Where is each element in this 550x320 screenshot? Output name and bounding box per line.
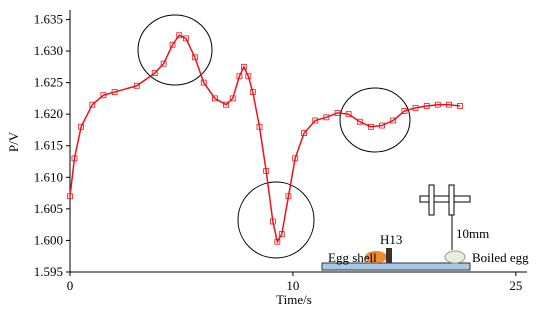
data-marker bbox=[285, 193, 292, 200]
y-tick-label: 1.600 bbox=[34, 232, 63, 247]
y-tick-label: 1.615 bbox=[34, 138, 63, 153]
y-tick-label: 1.625 bbox=[34, 75, 63, 90]
data-marker bbox=[245, 73, 252, 80]
data-marker bbox=[236, 73, 243, 80]
y-tick-label: 1.620 bbox=[34, 106, 63, 121]
data-marker bbox=[278, 231, 285, 238]
y-tick-label: 1.610 bbox=[34, 169, 63, 184]
data-marker bbox=[223, 101, 229, 108]
platform bbox=[321, 262, 471, 271]
data-marker bbox=[345, 111, 352, 118]
data-marker bbox=[274, 238, 281, 245]
x-tick-label: 10 bbox=[286, 278, 299, 293]
y-tick-label: 1.630 bbox=[34, 43, 63, 58]
highlight-ellipse bbox=[237, 181, 315, 259]
data-marker bbox=[212, 95, 218, 102]
data-marker bbox=[323, 114, 330, 121]
data-marker bbox=[379, 122, 385, 129]
data-marker bbox=[423, 103, 430, 109]
data-line bbox=[69, 34, 461, 244]
data-marker bbox=[169, 41, 176, 48]
boiled-egg-label: Boiled egg bbox=[472, 250, 529, 265]
data-marker bbox=[176, 32, 183, 39]
data-marker bbox=[67, 193, 73, 200]
data-marker bbox=[269, 218, 276, 225]
y-tick-label: 1.635 bbox=[34, 11, 63, 26]
highlight-ellipse bbox=[137, 14, 213, 86]
data-marker bbox=[401, 108, 408, 114]
data-marker bbox=[71, 155, 78, 162]
egg-shell-icon bbox=[365, 251, 387, 263]
data-marker bbox=[412, 104, 419, 111]
boiled-egg-icon bbox=[444, 250, 466, 264]
y-tick-label: 1.595 bbox=[34, 264, 63, 279]
data-marker bbox=[356, 118, 363, 125]
data-marker bbox=[434, 101, 441, 108]
data-marker bbox=[183, 35, 189, 42]
y-axis-label: P/V bbox=[6, 131, 21, 152]
highlight-ellipse bbox=[339, 87, 411, 153]
data-marker bbox=[89, 101, 96, 108]
data-marker bbox=[229, 95, 236, 102]
data-marker bbox=[249, 89, 256, 95]
data-marker bbox=[151, 70, 158, 77]
data-marker bbox=[160, 60, 167, 67]
data-marker bbox=[312, 117, 319, 124]
h13-label: H13 bbox=[380, 232, 402, 247]
probe bbox=[419, 184, 471, 216]
data-marker bbox=[78, 123, 85, 130]
data-marker bbox=[240, 63, 247, 70]
data-marker bbox=[334, 110, 341, 116]
data-marker bbox=[191, 54, 198, 61]
data-marker bbox=[446, 101, 452, 108]
x-axis-label: Time/s bbox=[276, 292, 312, 307]
data-marker bbox=[263, 168, 270, 174]
data-marker bbox=[133, 82, 140, 89]
data-marker bbox=[390, 117, 397, 124]
x-tick-label: 0 bbox=[67, 278, 74, 293]
egg-shell-label: Egg shell bbox=[328, 250, 377, 265]
data-marker bbox=[301, 130, 307, 137]
h13-block bbox=[386, 248, 392, 263]
data-marker bbox=[200, 79, 207, 86]
data-marker bbox=[111, 89, 118, 95]
x-tick-label: 25 bbox=[509, 278, 522, 293]
data-marker bbox=[292, 155, 299, 162]
y-tick-label: 1.605 bbox=[34, 201, 63, 216]
data-marker bbox=[457, 103, 464, 109]
data-marker bbox=[256, 123, 263, 130]
data-marker bbox=[368, 123, 374, 130]
distance-label: 10mm bbox=[456, 226, 489, 241]
data-marker bbox=[100, 92, 107, 99]
